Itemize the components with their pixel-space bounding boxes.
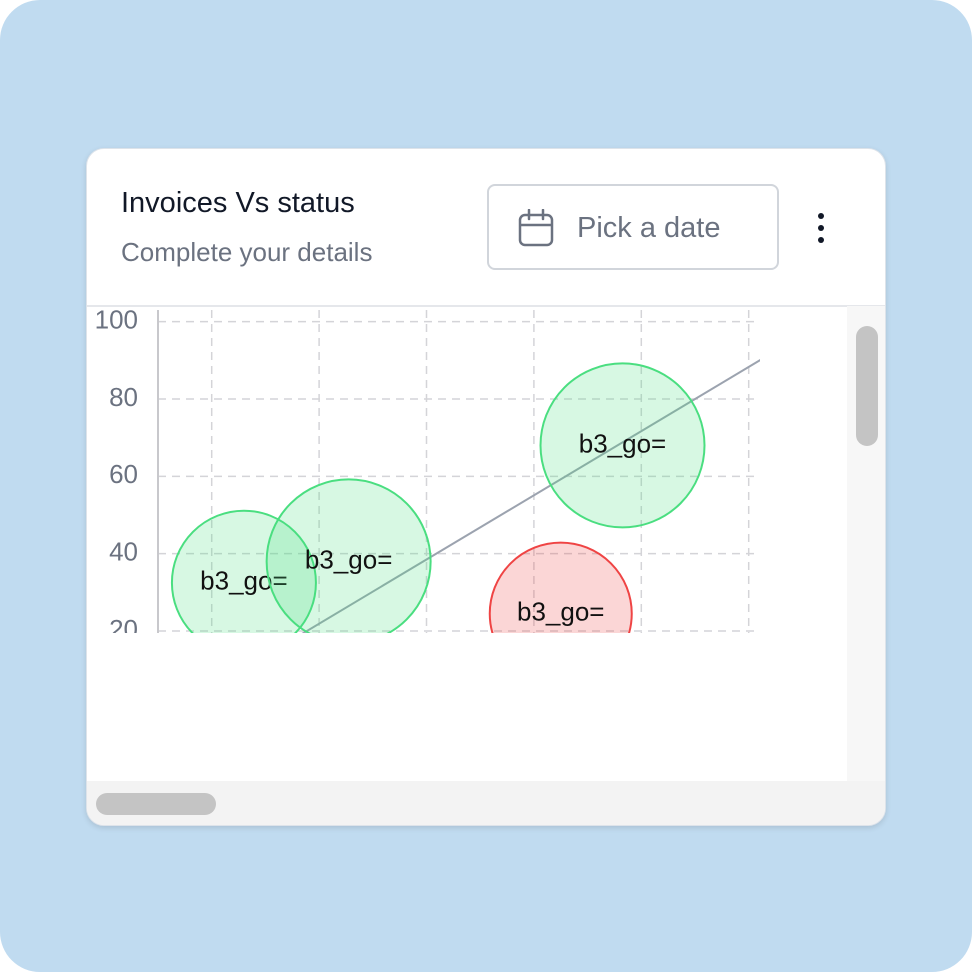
bubble [170, 509, 317, 633]
chart: 020406080100020406080100120b3_go=b3_go=b… [87, 304, 885, 825]
bubble [539, 362, 706, 529]
date-picker-button[interactable]: Pick a date [487, 184, 779, 270]
card-subtitle: Complete your details [121, 237, 373, 267]
y-tick-label: 40 [109, 537, 138, 567]
more-menu[interactable] [813, 211, 829, 245]
bubble-label: b3_go= [517, 597, 604, 627]
h-scroll-track [87, 781, 885, 825]
v-scroll-thumb[interactable] [856, 326, 878, 446]
bubble-label: b3_go= [579, 428, 666, 458]
y-tick-label: 80 [109, 382, 138, 412]
y-tick-label: 100 [95, 304, 138, 334]
x-tick-label: 0 [204, 744, 218, 774]
plot-area: 020406080100020406080100120b3_go=b3_go=b… [95, 304, 770, 774]
y-tick-label: 20 [109, 614, 138, 644]
x-tick-label: 100 [727, 744, 770, 774]
y-tick-label: 60 [109, 459, 138, 489]
bubble [488, 541, 633, 633]
x-tick-label: 40 [412, 744, 441, 774]
card: 020406080100020406080100120b3_go=b3_go=b… [86, 148, 886, 826]
bubble [265, 478, 432, 633]
bubble-label: b3_go= [305, 544, 392, 574]
calendar-icon [518, 209, 554, 247]
y-tick-label: 0 [124, 691, 138, 721]
h-scroll-thumb[interactable] [96, 793, 216, 815]
date-picker-label: Pick a date [577, 212, 721, 244]
x-tick-label: 80 [627, 744, 656, 774]
x-tick-label: 20 [305, 744, 334, 774]
bubble-label: b3_go= [200, 566, 287, 596]
x-tick-label: 60 [519, 744, 548, 774]
reference-line [301, 359, 760, 633]
card-title: Invoices Vs status [121, 187, 355, 219]
